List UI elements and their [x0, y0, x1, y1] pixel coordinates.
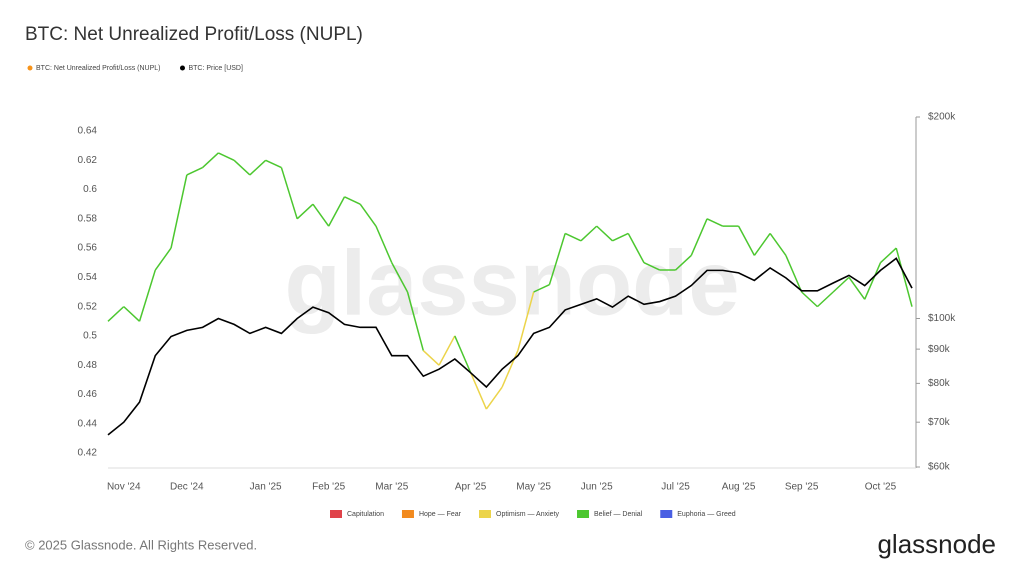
x-tick-label: Apr '25	[455, 482, 487, 493]
zone-swatch	[479, 510, 491, 518]
nupl-segment	[186, 166, 203, 176]
logo: glassnode	[877, 529, 996, 559]
y-tick-label: 0.56	[78, 243, 98, 254]
nupl-segment	[469, 372, 488, 410]
nupl-segment	[612, 232, 629, 242]
nupl-segment	[737, 225, 756, 256]
nupl-segment	[391, 262, 409, 293]
x-tick-label: Nov '24	[107, 482, 141, 493]
nupl-segment	[154, 247, 172, 271]
x-tick-label: Jul '25	[661, 482, 690, 493]
y-tick-label: 0.6	[83, 184, 97, 195]
zone-swatch	[577, 510, 590, 518]
x-tick-label: Jun '25	[581, 482, 613, 493]
nupl-segment	[564, 232, 582, 242]
y-tick-label: 0.46	[78, 389, 98, 400]
nupl-segment	[706, 218, 724, 227]
nupl-segment	[406, 291, 425, 351]
nupl-segment	[517, 291, 535, 351]
nupl-segment	[675, 254, 692, 271]
price-line	[107, 257, 913, 436]
nupl-segment	[233, 159, 251, 176]
nupl-segment	[769, 233, 787, 256]
y2-tick-label: $90k	[928, 344, 951, 355]
y2-tick-label: $80k	[928, 378, 951, 389]
nupl-segment	[344, 196, 361, 205]
y2-tick-label: $60k	[928, 462, 951, 473]
legend-label: BTC: Price [USD]	[188, 65, 243, 72]
zone-label: Capitulation	[347, 511, 384, 518]
nupl-segment	[627, 233, 645, 264]
nupl-segment	[296, 203, 314, 220]
y-tick-label: 0.62	[78, 155, 98, 166]
nupl-segment	[801, 291, 818, 308]
x-tick-label: Aug '25	[722, 482, 756, 493]
nupl-segment	[690, 218, 708, 256]
y-tick-label: 0.52	[78, 301, 98, 312]
nupl-segment	[643, 262, 661, 271]
nupl-segment	[138, 269, 157, 322]
nupl-segment	[580, 225, 598, 242]
nupl-segment	[864, 262, 882, 300]
nupl-segment	[422, 349, 440, 366]
nupl-segment	[107, 306, 125, 322]
zone-swatch	[660, 510, 673, 518]
nupl-segment	[753, 233, 771, 256]
nupl-segment	[501, 350, 519, 388]
nupl-segment	[359, 203, 377, 227]
x-tick-label: Jan '25	[250, 482, 282, 493]
watermark: glassnode	[284, 232, 739, 334]
nupl-segment	[454, 335, 472, 373]
y2-tick-label: $200k	[928, 112, 956, 123]
nupl-segment	[785, 255, 803, 293]
zone-label: Belief — Denial	[594, 511, 643, 518]
nupl-segment	[328, 196, 346, 227]
nupl-segment	[249, 159, 267, 176]
x-tick-label: Feb '25	[312, 482, 345, 493]
chart-title: BTC: Net Unrealized Profit/Loss (NUPL)	[25, 24, 363, 45]
x-tick-label: May '25	[516, 482, 551, 493]
zone-swatch	[330, 510, 342, 518]
nupl-segment	[218, 152, 235, 161]
legend-marker	[27, 65, 33, 71]
y-tick-label: 0.5	[83, 331, 97, 342]
y-tick-label: 0.42	[78, 448, 98, 459]
y-tick-label: 0.58	[78, 213, 98, 224]
y2-tick-label: $100k	[928, 313, 956, 324]
nupl-segment	[879, 247, 897, 264]
nupl-segment	[438, 335, 456, 366]
nupl-segment	[265, 159, 282, 169]
nupl-segment	[202, 152, 219, 169]
nupl-segment	[895, 247, 913, 307]
nupl-segment	[485, 386, 503, 410]
zone-label: Euphoria — Greed	[677, 511, 735, 518]
nupl-segment	[596, 225, 613, 242]
zone-label: Optimism — Anxiety	[496, 511, 560, 518]
footer: © 2025 Glassnode. All Rights Reserved.	[25, 537, 257, 552]
zone-label: Hope — Fear	[419, 511, 462, 518]
nupl-segment	[312, 203, 330, 227]
nupl-segment	[170, 174, 188, 249]
y-tick-label: 0.54	[78, 272, 98, 283]
nupl-segment	[832, 276, 850, 293]
y-tick-label: 0.64	[78, 126, 98, 137]
y2-tick-label: $70k	[928, 417, 951, 428]
nupl-segment	[548, 233, 566, 285]
y-tick-label: 0.44	[78, 418, 98, 429]
nupl-segment	[375, 225, 393, 264]
nupl-segment	[848, 276, 866, 300]
legend-label: BTC: Net Unrealized Profit/Loss (NUPL)	[36, 65, 160, 72]
x-tick-label: Oct '25	[865, 482, 897, 493]
x-tick-label: Mar '25	[375, 482, 408, 493]
x-tick-label: Dec '24	[170, 482, 204, 493]
nupl-segment	[123, 306, 141, 322]
nupl-segment	[280, 167, 298, 220]
x-tick-label: Sep '25	[785, 482, 819, 493]
nupl-segment	[816, 291, 834, 308]
nupl-segment	[533, 284, 550, 293]
legend-marker	[179, 65, 185, 71]
zone-swatch	[401, 510, 414, 518]
y-tick-label: 0.48	[78, 360, 98, 371]
